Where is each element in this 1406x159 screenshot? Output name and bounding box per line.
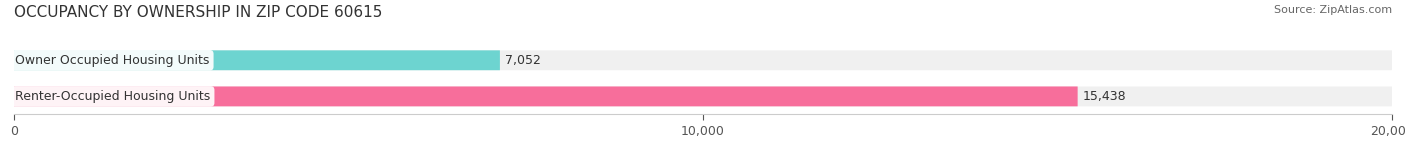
Text: Source: ZipAtlas.com: Source: ZipAtlas.com: [1274, 5, 1392, 15]
Text: 7,052: 7,052: [505, 54, 541, 67]
Text: OCCUPANCY BY OWNERSHIP IN ZIP CODE 60615: OCCUPANCY BY OWNERSHIP IN ZIP CODE 60615: [14, 5, 382, 20]
FancyBboxPatch shape: [14, 86, 1077, 106]
Text: Renter-Occupied Housing Units: Renter-Occupied Housing Units: [15, 90, 211, 103]
FancyBboxPatch shape: [14, 86, 1392, 106]
Text: Owner Occupied Housing Units: Owner Occupied Housing Units: [15, 54, 209, 67]
FancyBboxPatch shape: [14, 50, 1392, 70]
FancyBboxPatch shape: [14, 50, 501, 70]
Text: 15,438: 15,438: [1083, 90, 1126, 103]
